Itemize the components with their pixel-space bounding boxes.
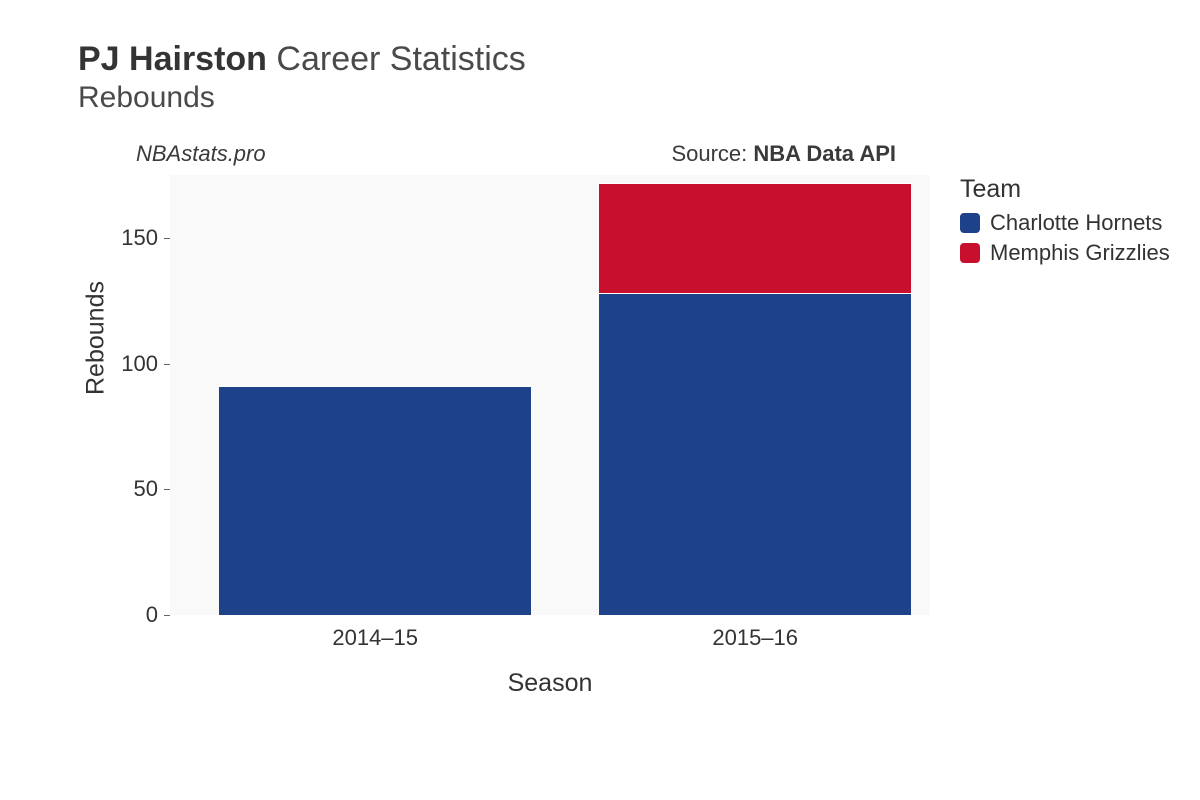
source-label: Source: <box>671 141 753 166</box>
legend-label: Charlotte Hornets <box>990 210 1162 236</box>
x-axis-label: Season <box>170 669 930 698</box>
legend: Team Charlotte Hornets Memphis Grizzlies <box>960 175 1170 270</box>
legend-title: Team <box>960 175 1170 204</box>
y-tick-mark <box>164 615 170 616</box>
title-block: PJ Hairston Career Statistics Rebounds <box>78 40 1150 115</box>
y-tick-label: 100 <box>121 351 170 377</box>
legend-swatch <box>960 213 980 233</box>
y-tick-mark <box>164 489 170 490</box>
legend-swatch <box>960 243 980 263</box>
source-name: NBA Data API <box>753 141 896 166</box>
x-tick-label: 2014–15 <box>332 615 418 651</box>
y-tick-mark <box>164 238 170 239</box>
chart-subtitle: Rebounds <box>78 81 1150 115</box>
y-tick-label: 150 <box>121 225 170 251</box>
chart-area: Rebounds 0501001502014–152015–16 Season … <box>90 175 1170 695</box>
source-credit: Source: NBA Data API <box>671 141 896 167</box>
plot-region: 0501001502014–152015–16 <box>170 175 930 615</box>
meta-row: NBAstats.pro Source: NBA Data API <box>136 141 896 167</box>
chart-title: PJ Hairston Career Statistics <box>78 40 1150 79</box>
bar-segment <box>599 183 911 294</box>
y-axis-label: Rebounds <box>82 281 111 395</box>
bar-segment <box>219 386 531 615</box>
site-credit: NBAstats.pro <box>136 141 266 167</box>
bar-segment <box>599 293 911 615</box>
x-tick-label: 2015–16 <box>712 615 798 651</box>
y-tick-mark <box>164 364 170 365</box>
legend-label: Memphis Grizzlies <box>990 240 1170 266</box>
title-suffix: Career Statistics <box>276 40 525 78</box>
chart-container: PJ Hairston Career Statistics Rebounds N… <box>0 0 1200 800</box>
player-name: PJ Hairston <box>78 40 267 78</box>
legend-item: Charlotte Hornets <box>960 210 1170 236</box>
legend-item: Memphis Grizzlies <box>960 240 1170 266</box>
